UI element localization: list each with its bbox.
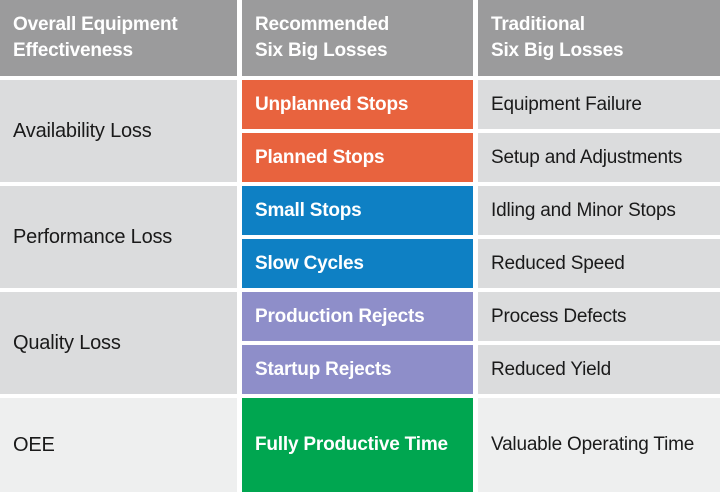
header-recommended-six-big-losses: Recommended Six Big Losses [242, 0, 473, 76]
category-oee: OEE [0, 398, 237, 492]
cell-slow-cycles: Slow Cycles [242, 239, 473, 288]
cell-planned-stops: Planned Stops [242, 133, 473, 182]
cell-production-rejects: Production Rejects [242, 292, 473, 341]
cell-valuable-operating-time: Valuable Operating Time [478, 398, 720, 492]
cell-startup-rejects: Startup Rejects [242, 345, 473, 394]
cell-reduced-speed: Reduced Speed [478, 239, 720, 288]
cell-unplanned-stops: Unplanned Stops [242, 80, 473, 129]
category-performance-loss: Performance Loss [0, 186, 237, 288]
category-quality-loss: Quality Loss [0, 292, 237, 394]
header-traditional-six-big-losses: Traditional Six Big Losses [478, 0, 720, 76]
cell-idling-and-minor-stops: Idling and Minor Stops [478, 186, 720, 235]
cell-setup-and-adjustments: Setup and Adjustments [478, 133, 720, 182]
cell-equipment-failure: Equipment Failure [478, 80, 720, 129]
cell-process-defects: Process Defects [478, 292, 720, 341]
header-overall-equipment-effectiveness: Overall Equipment Effectiveness [0, 0, 237, 76]
cell-reduced-yield: Reduced Yield [478, 345, 720, 394]
cell-fully-productive-time: Fully Productive Time [242, 398, 473, 492]
cell-small-stops: Small Stops [242, 186, 473, 235]
category-availability-loss: Availability Loss [0, 80, 237, 182]
